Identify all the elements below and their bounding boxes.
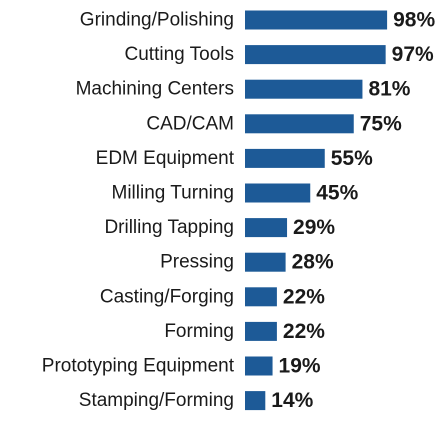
value-label: 14% <box>271 389 313 412</box>
value-labels: 98% 97% 81% 75% 55% 45% 29% 28% 22% 22% 19% 14% <box>271 9 435 413</box>
value-label: 19% <box>279 355 321 378</box>
bar <box>245 148 325 168</box>
bar <box>245 79 363 99</box>
bar <box>245 183 311 203</box>
category-labels: Grinding/Polishing Cutting Tools Machining… <box>42 10 235 412</box>
category-label: Pressing <box>160 252 234 273</box>
bar <box>245 252 286 272</box>
value-label: 22% <box>283 320 325 343</box>
value-label: 97% <box>392 43 434 66</box>
category-label: Cutting Tools <box>125 44 235 65</box>
category-label: Milling Turning <box>112 183 235 204</box>
value-label: 45% <box>316 182 358 205</box>
value-label: 75% <box>360 112 402 135</box>
value-label: 29% <box>293 216 335 239</box>
category-label: Casting/Forging <box>100 286 234 307</box>
category-label: Grinding/Polishing <box>80 10 234 31</box>
bar <box>245 391 266 411</box>
bar <box>245 321 277 341</box>
bar <box>245 10 388 30</box>
value-label: 55% <box>331 147 373 170</box>
bar <box>245 287 277 307</box>
bar <box>245 356 273 376</box>
category-label: Prototyping Equipment <box>42 356 235 377</box>
bars <box>245 10 388 411</box>
value-label: 81% <box>368 78 410 101</box>
bar <box>245 218 288 238</box>
category-label: Stamping/Forming <box>79 390 234 411</box>
category-label: EDM Equipment <box>96 148 235 169</box>
value-label: 98% <box>393 9 435 32</box>
value-label: 28% <box>292 251 334 274</box>
bar <box>245 45 386 65</box>
value-label: 22% <box>283 285 325 308</box>
bar <box>245 114 354 134</box>
category-label: Drilling Tapping <box>104 217 234 238</box>
category-label: Forming <box>164 321 234 342</box>
category-label: Machining Centers <box>76 79 234 100</box>
category-label: CAD/CAM <box>146 113 234 134</box>
